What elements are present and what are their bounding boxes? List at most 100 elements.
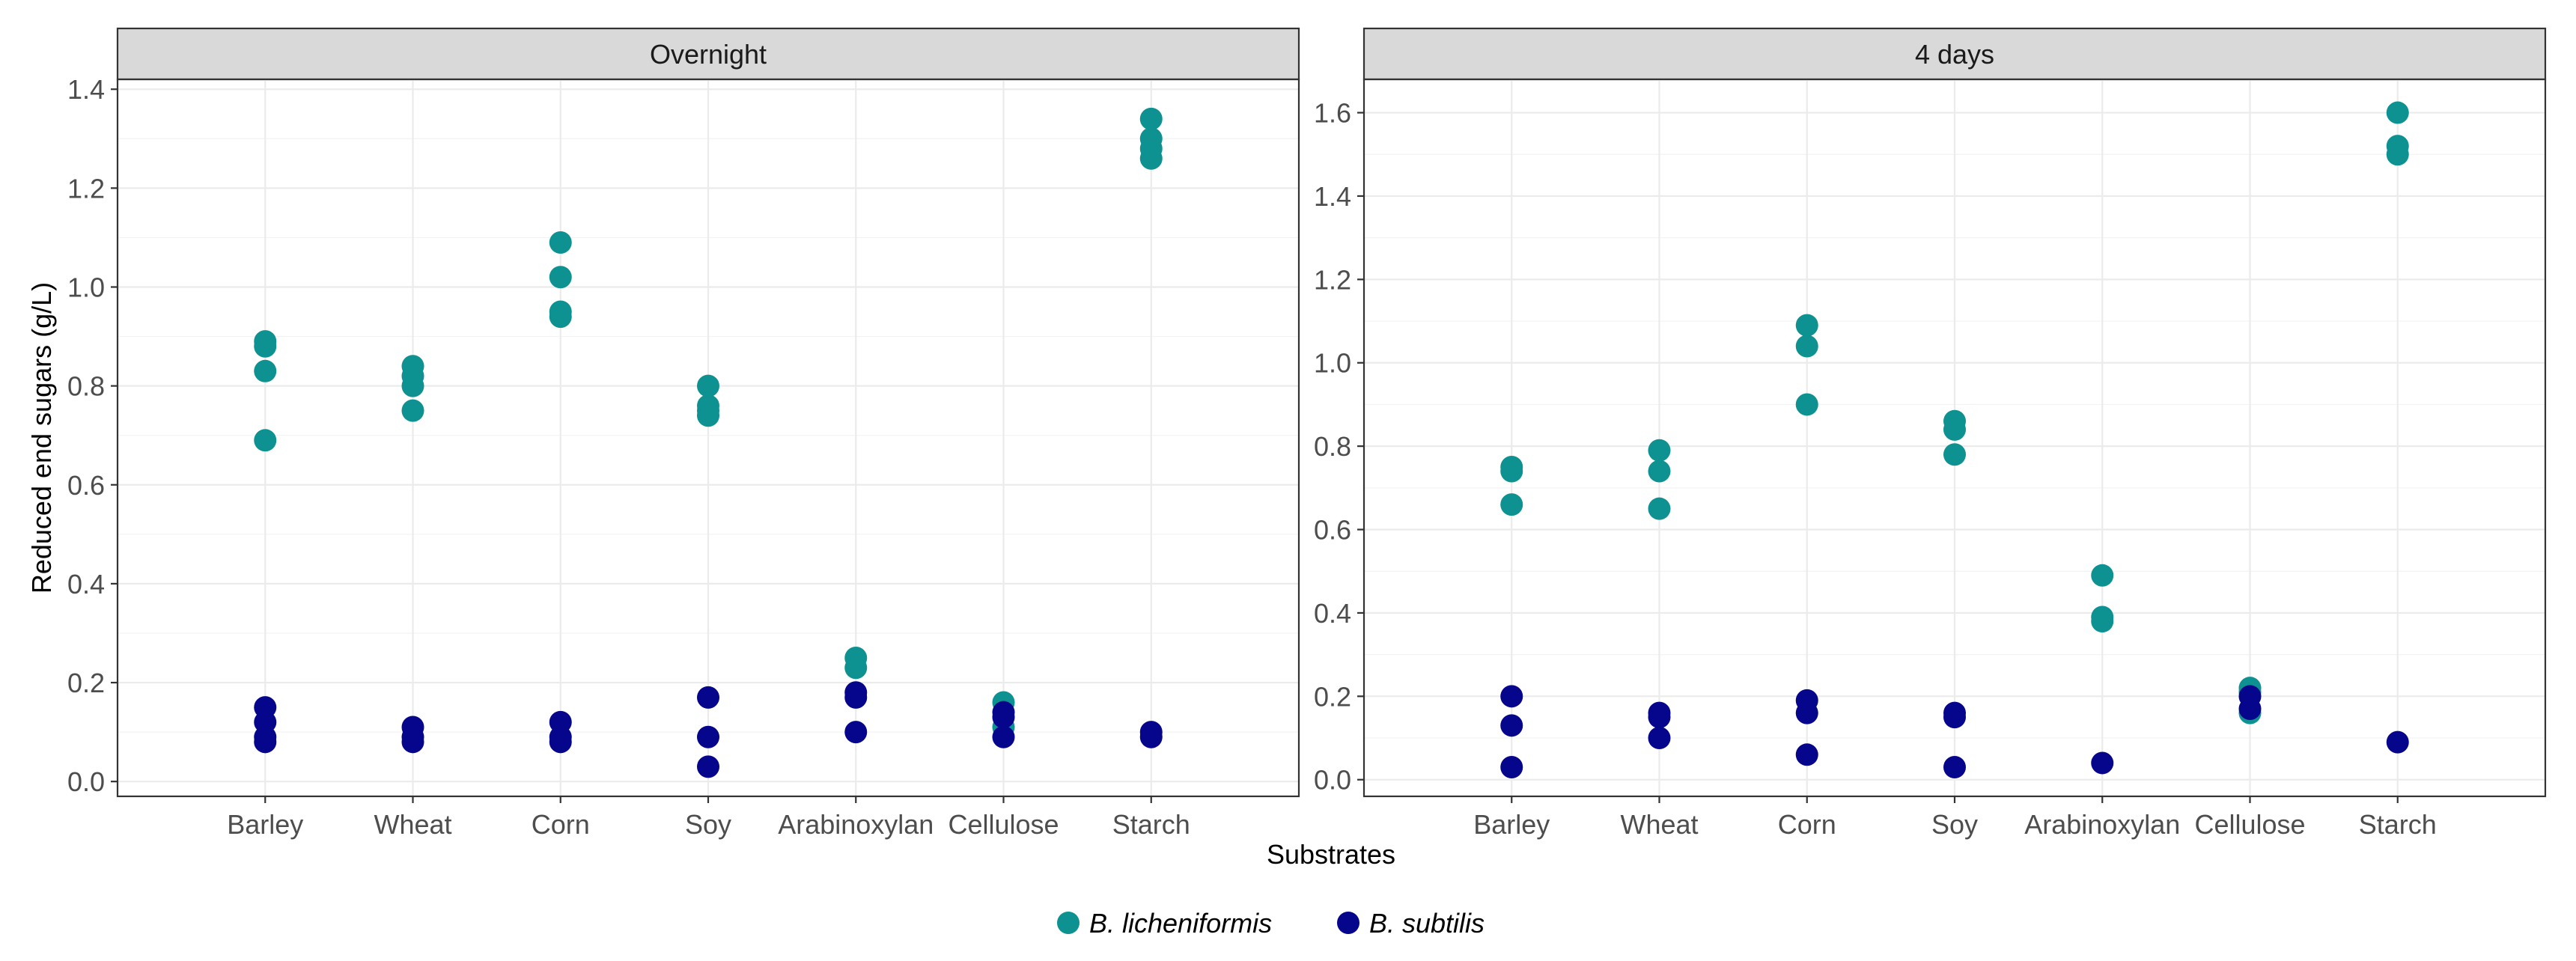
y-tick-label: 0.8 (1314, 431, 1351, 462)
x-tick-label-arabinoxylan: Arabinoxylan (2024, 809, 2180, 840)
x-tick-label-barley: Barley (227, 809, 303, 840)
x-tick-label-cellulose: Cellulose (2194, 809, 2305, 840)
point-b-subtilis-soy-overnight (697, 686, 719, 709)
gridlines-4-days (1364, 79, 2545, 796)
legend-label-b-licheniformis: B. licheniformis (1089, 908, 1272, 939)
point-b-licheniformis-wheat-4-days (1648, 497, 1671, 520)
point-b-licheniformis-wheat-overnight (401, 355, 424, 378)
y-tick-label: 0.4 (1314, 598, 1351, 629)
point-b-subtilis-soy-4-days (1943, 756, 1966, 779)
legend: B. licheniformis B. subtilis (1057, 908, 1485, 939)
x-tick-label-barley: Barley (1473, 809, 1550, 840)
point-b-subtilis-barley-overnight (254, 696, 277, 719)
point-b-subtilis-wheat-4-days (1648, 701, 1671, 724)
point-b-subtilis-starch-4-days (2386, 730, 2409, 754)
point-b-licheniformis-arabinoxylan-overnight (844, 647, 868, 670)
x-tick-label-soy: Soy (1931, 809, 1978, 840)
y-tick-label: 0.6 (1314, 515, 1351, 546)
point-b-licheniformis-corn-4-days (1795, 314, 1818, 337)
point-b-licheniformis-wheat-4-days (1648, 439, 1671, 462)
y-tick-label: 0.8 (67, 371, 105, 402)
y-tick-label: 0.0 (67, 766, 105, 797)
point-b-subtilis-barley-4-days (1500, 714, 1523, 737)
legend-item-b-licheniformis: B. licheniformis (1057, 908, 1272, 939)
y-tick-label: 1.0 (67, 272, 105, 302)
point-b-subtilis-soy-4-days (1943, 701, 1966, 724)
legend-item-b-subtilis: B. subtilis (1337, 908, 1485, 939)
point-b-licheniformis-soy-overnight (697, 394, 719, 418)
point-b-licheniformis-soy-overnight (697, 374, 719, 397)
panel-strip-overnight (116, 27, 1300, 81)
point-b-subtilis-cellulose-4-days (2238, 685, 2262, 708)
point-b-subtilis-soy-overnight (697, 725, 719, 748)
point-b-licheniformis-corn-4-days (1795, 335, 1818, 358)
y-tick-label: 0.2 (67, 668, 105, 698)
point-b-subtilis-corn-4-days (1795, 689, 1818, 712)
y-axis-title: Reduced end sugars (g/L) (26, 282, 57, 594)
legend-key-b-licheniformis (1057, 912, 1080, 934)
point-b-subtilis-barley-4-days (1500, 685, 1523, 708)
y-tick-label: 0.6 (67, 470, 105, 501)
y-tick-label: 1.4 (67, 74, 105, 105)
points-4-days (1500, 101, 2409, 779)
panel-title-4-days: 4 days (1915, 39, 1994, 70)
point-b-subtilis-starch-overnight (1139, 721, 1163, 744)
point-b-licheniformis-arabinoxylan-4-days (2091, 605, 2114, 629)
panel-title-overnight: Overnight (650, 39, 767, 70)
point-b-licheniformis-barley-overnight (254, 429, 277, 452)
x-tick-label-wheat: Wheat (374, 809, 451, 840)
x-axis-title: Substrates (1267, 839, 1395, 870)
point-b-subtilis-arabinoxylan-4-days (2091, 751, 2114, 775)
x-tick-label-soy: Soy (685, 809, 731, 840)
point-b-licheniformis-barley-4-days (1500, 455, 1523, 478)
x-tick-label-corn: Corn (1778, 809, 1836, 840)
axes-4-days: 0.0 0.2 0.4 0.6 0.8 1.0 1.2 1.4 1.6 Barley Wheat Co… (1314, 98, 2437, 840)
points-overnight (254, 107, 1163, 778)
legend-key-b-subtilis (1337, 912, 1359, 934)
point-b-licheniformis-soy-4-days (1943, 409, 1966, 433)
panel-4-days: 4 days 0.0 0.2 0.4 0.6 0.8 1.0 1.2 1.4 1.6 Barley… (1314, 27, 2547, 840)
point-b-subtilis-cellulose-overnight (992, 701, 1015, 724)
y-tick-label: 1.6 (1314, 98, 1351, 129)
point-b-subtilis-soy-overnight (697, 755, 719, 778)
point-b-licheniformis-corn-4-days (1795, 393, 1818, 416)
y-tick-label: 1.2 (1314, 264, 1351, 295)
gridlines-overnight (118, 79, 1299, 796)
point-b-subtilis-wheat-overnight (401, 716, 424, 739)
point-b-licheniformis-corn-overnight (549, 231, 572, 254)
y-tick-label: 0.0 (1314, 765, 1351, 796)
x-tick-label-wheat: Wheat (1620, 809, 1698, 840)
x-tick-label-starch: Starch (2359, 809, 2437, 840)
y-tick-label: 1.4 (1314, 181, 1351, 212)
y-tick-label: 1.0 (1314, 348, 1351, 379)
point-b-licheniformis-arabinoxylan-4-days (2091, 564, 2114, 587)
point-b-subtilis-arabinoxylan-overnight (844, 681, 868, 704)
point-b-subtilis-barley-4-days (1500, 756, 1523, 779)
point-b-subtilis-arabinoxylan-overnight (844, 721, 868, 744)
point-b-licheniformis-starch-4-days (2386, 135, 2409, 158)
point-b-licheniformis-barley-overnight (254, 330, 277, 353)
point-b-licheniformis-barley-4-days (1500, 493, 1523, 516)
point-b-licheniformis-wheat-overnight (401, 399, 424, 422)
panel-overnight: Overnight 0.0 0.2 0.4 0.6 0.8 1.0 1.2 1.4 Barley… (67, 27, 1300, 840)
y-tick-label: 0.4 (67, 569, 105, 600)
point-b-subtilis-corn-overnight (549, 710, 572, 733)
point-b-licheniformis-starch-overnight (1139, 127, 1163, 150)
point-b-subtilis-cellulose-overnight (992, 725, 1015, 748)
axes-overnight: 0.0 0.2 0.4 0.6 0.8 1.0 1.2 1.4 Barley Wheat Corn S… (67, 74, 1190, 840)
point-b-licheniformis-soy-4-days (1943, 443, 1966, 466)
point-b-subtilis-corn-4-days (1795, 743, 1818, 766)
point-b-licheniformis-wheat-4-days (1648, 460, 1671, 483)
panel-strip-4-days (1362, 27, 2547, 81)
y-tick-label: 0.2 (1314, 681, 1351, 712)
point-b-licheniformis-starch-4-days (2386, 101, 2409, 124)
point-b-licheniformis-corn-overnight (549, 300, 572, 323)
x-tick-label-arabinoxylan: Arabinoxylan (778, 809, 934, 840)
point-b-licheniformis-barley-overnight (254, 359, 277, 382)
x-tick-label-starch: Starch (1112, 809, 1190, 840)
point-b-licheniformis-corn-overnight (549, 266, 572, 289)
x-tick-label-corn: Corn (532, 809, 590, 840)
legend-label-b-subtilis: B. subtilis (1369, 908, 1485, 939)
point-b-subtilis-wheat-4-days (1648, 727, 1671, 750)
